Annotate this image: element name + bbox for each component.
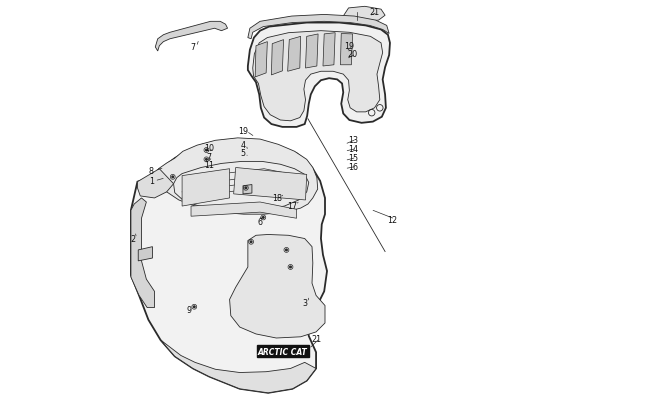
Text: 21: 21 (312, 334, 322, 343)
Text: 19: 19 (344, 42, 354, 51)
Text: 1: 1 (149, 177, 154, 186)
Text: 6: 6 (257, 217, 263, 226)
Text: 7: 7 (190, 43, 196, 52)
Circle shape (290, 266, 291, 268)
Polygon shape (243, 185, 252, 194)
Polygon shape (131, 198, 155, 308)
Circle shape (285, 249, 287, 251)
Text: 5: 5 (240, 149, 246, 158)
Text: 15: 15 (348, 153, 359, 162)
Text: 21: 21 (369, 9, 380, 17)
Circle shape (245, 188, 246, 189)
Circle shape (205, 150, 207, 151)
Text: 7: 7 (207, 153, 212, 162)
Text: 3: 3 (302, 298, 307, 307)
Polygon shape (182, 169, 229, 207)
Text: 12: 12 (387, 215, 397, 224)
Polygon shape (161, 340, 316, 393)
Polygon shape (233, 168, 307, 200)
Polygon shape (155, 22, 228, 52)
Circle shape (194, 306, 195, 308)
Circle shape (263, 217, 264, 219)
Polygon shape (248, 15, 389, 40)
Polygon shape (174, 162, 309, 211)
Polygon shape (131, 140, 327, 393)
Polygon shape (137, 169, 174, 198)
Circle shape (250, 241, 252, 243)
Text: 16: 16 (348, 162, 358, 171)
Polygon shape (306, 35, 318, 69)
Polygon shape (253, 32, 383, 122)
Polygon shape (257, 345, 309, 357)
Text: 4: 4 (240, 141, 246, 149)
Text: 2: 2 (131, 234, 136, 243)
Text: 18: 18 (272, 194, 282, 203)
Text: ARCTIC CAT: ARCTIC CAT (258, 347, 307, 356)
Circle shape (205, 159, 207, 161)
Text: 17: 17 (287, 201, 298, 210)
Polygon shape (288, 37, 301, 72)
Text: 19: 19 (238, 127, 248, 136)
Polygon shape (343, 7, 385, 22)
Text: 10: 10 (204, 143, 214, 152)
Text: 20: 20 (348, 50, 358, 59)
Polygon shape (157, 139, 318, 215)
Text: 13: 13 (348, 135, 358, 144)
Text: 11: 11 (204, 161, 214, 170)
Polygon shape (229, 235, 325, 338)
Text: 9: 9 (187, 305, 192, 314)
Polygon shape (341, 34, 352, 66)
Polygon shape (191, 202, 296, 219)
Circle shape (172, 177, 174, 178)
Text: 14: 14 (348, 145, 358, 153)
Text: 8: 8 (149, 166, 154, 175)
Polygon shape (323, 34, 335, 67)
Polygon shape (248, 23, 390, 128)
Polygon shape (272, 40, 283, 76)
Polygon shape (255, 43, 267, 78)
Polygon shape (138, 247, 153, 261)
